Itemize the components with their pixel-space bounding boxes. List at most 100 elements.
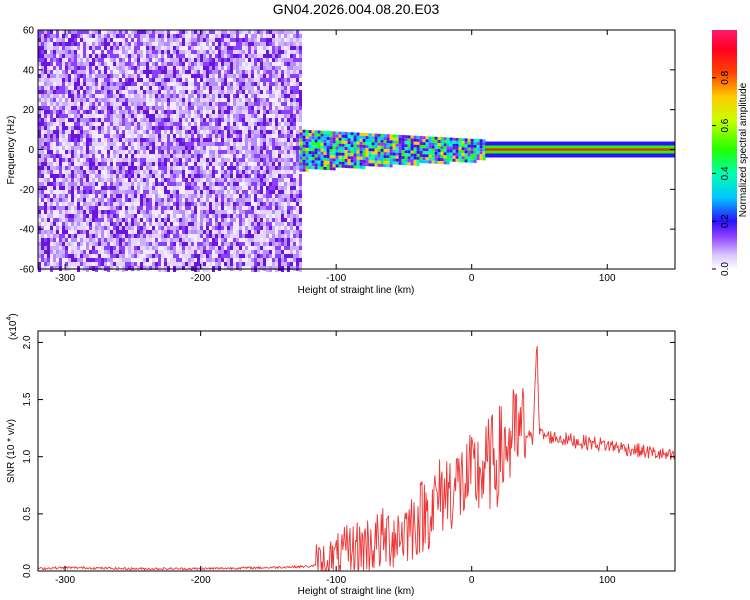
heat-cell: [173, 102, 176, 107]
heat-cell: [188, 58, 191, 64]
heat-cell: [83, 218, 86, 222]
heat-cell: [272, 230, 275, 236]
heat-cell: [77, 46, 80, 52]
heat-cell: [173, 254, 176, 258]
heat-cell: [125, 194, 128, 200]
heat-cell: [239, 42, 242, 48]
heat-cell: [233, 262, 236, 267]
heat-cell: [173, 110, 176, 114]
heat-cell: [176, 194, 179, 200]
heat-cell: [197, 82, 200, 88]
heat-cell: [137, 90, 140, 95]
heat-cell: [218, 110, 221, 114]
heat-cell: [158, 38, 161, 43]
heat-cell: [197, 142, 200, 148]
heat-cell: [95, 186, 98, 192]
heat-cell: [263, 110, 266, 116]
heat-cell: [116, 78, 119, 84]
heat-cell: [110, 58, 113, 63]
heat-cell: [206, 94, 209, 98]
heat-cell: [41, 42, 44, 48]
heat-cell: [200, 94, 203, 98]
heat-cell: [161, 222, 164, 227]
heat-cell: [146, 146, 149, 151]
heat-cell: [284, 78, 287, 83]
heat-cell: [152, 66, 155, 71]
heat-cell: [206, 62, 209, 68]
heat-cell: [41, 166, 44, 172]
heat-cell: [113, 118, 116, 124]
heat-cell: [83, 138, 86, 144]
heat-cell: [212, 146, 215, 152]
heat-cell: [173, 54, 176, 59]
heat-cell: [68, 94, 71, 98]
heat-cell: [212, 38, 215, 43]
heat-cell: [62, 142, 65, 147]
heat-cell: [218, 174, 221, 178]
heat-cell: [56, 118, 59, 123]
heat-cell: [125, 50, 128, 56]
heat-cell: [155, 86, 158, 92]
heat-cell: [158, 54, 161, 59]
heat-cell: [176, 238, 179, 243]
heat-cell: [104, 166, 107, 171]
heat-cell: [200, 78, 203, 83]
heat-cell: [95, 206, 98, 212]
heat-cell: [125, 62, 128, 67]
heat-cell: [131, 194, 134, 199]
heat-cell: [44, 210, 47, 215]
heat-cell: [224, 54, 227, 60]
heat-cell: [182, 194, 185, 199]
heat-cell: [158, 210, 161, 215]
heat-cell: [152, 106, 155, 112]
heat-cell: [266, 222, 269, 226]
heat-cell: [272, 42, 275, 46]
heat-cell: [152, 30, 155, 36]
heat-cell: [104, 190, 107, 196]
heat-cell: [182, 238, 185, 243]
heat-cell: [50, 194, 53, 199]
heat-cell: [281, 218, 284, 224]
heat-cell: [122, 122, 125, 128]
heat-cell: [104, 34, 107, 39]
heat-cell: [179, 58, 182, 63]
heat-cell: [104, 170, 107, 176]
heat-cell: [224, 222, 227, 228]
heat-cell: [257, 90, 260, 94]
heat-cell: [53, 246, 56, 252]
heat-cell: [80, 230, 83, 235]
heat-cell: [56, 126, 59, 132]
heat-cell: [158, 190, 161, 196]
heat-cell: [125, 242, 128, 248]
heat-cell: [95, 178, 98, 183]
heat-cell: [128, 62, 131, 66]
heat-cell: [98, 82, 101, 86]
heat-cell: [221, 74, 224, 78]
heat-cell: [161, 66, 164, 70]
heat-cell: [71, 206, 74, 210]
heat-cell: [179, 102, 182, 107]
heat-cell: [269, 126, 272, 132]
heat-cell: [200, 146, 203, 150]
heat-cell: [194, 242, 197, 246]
heat-cell: [134, 90, 137, 94]
heat-cell: [191, 230, 194, 235]
heat-cell: [137, 138, 140, 143]
heat-cell: [251, 78, 254, 83]
heat-cell: [47, 54, 50, 60]
heat-cell: [260, 126, 263, 131]
heat-cell: [260, 150, 263, 156]
heat-cell: [86, 230, 89, 235]
heat-cell: [164, 262, 167, 268]
heat-cell: [236, 138, 239, 144]
heat-cell: [182, 134, 185, 139]
heat-cell: [185, 170, 188, 174]
heat-cell: [53, 50, 56, 56]
heat-cell: [152, 162, 155, 166]
heat-cell: [122, 78, 125, 83]
heat-cell: [257, 38, 260, 42]
heat-cell: [179, 154, 182, 160]
heat-cell: [188, 146, 191, 152]
heat-cell: [233, 166, 236, 171]
heat-cell: [206, 154, 209, 158]
